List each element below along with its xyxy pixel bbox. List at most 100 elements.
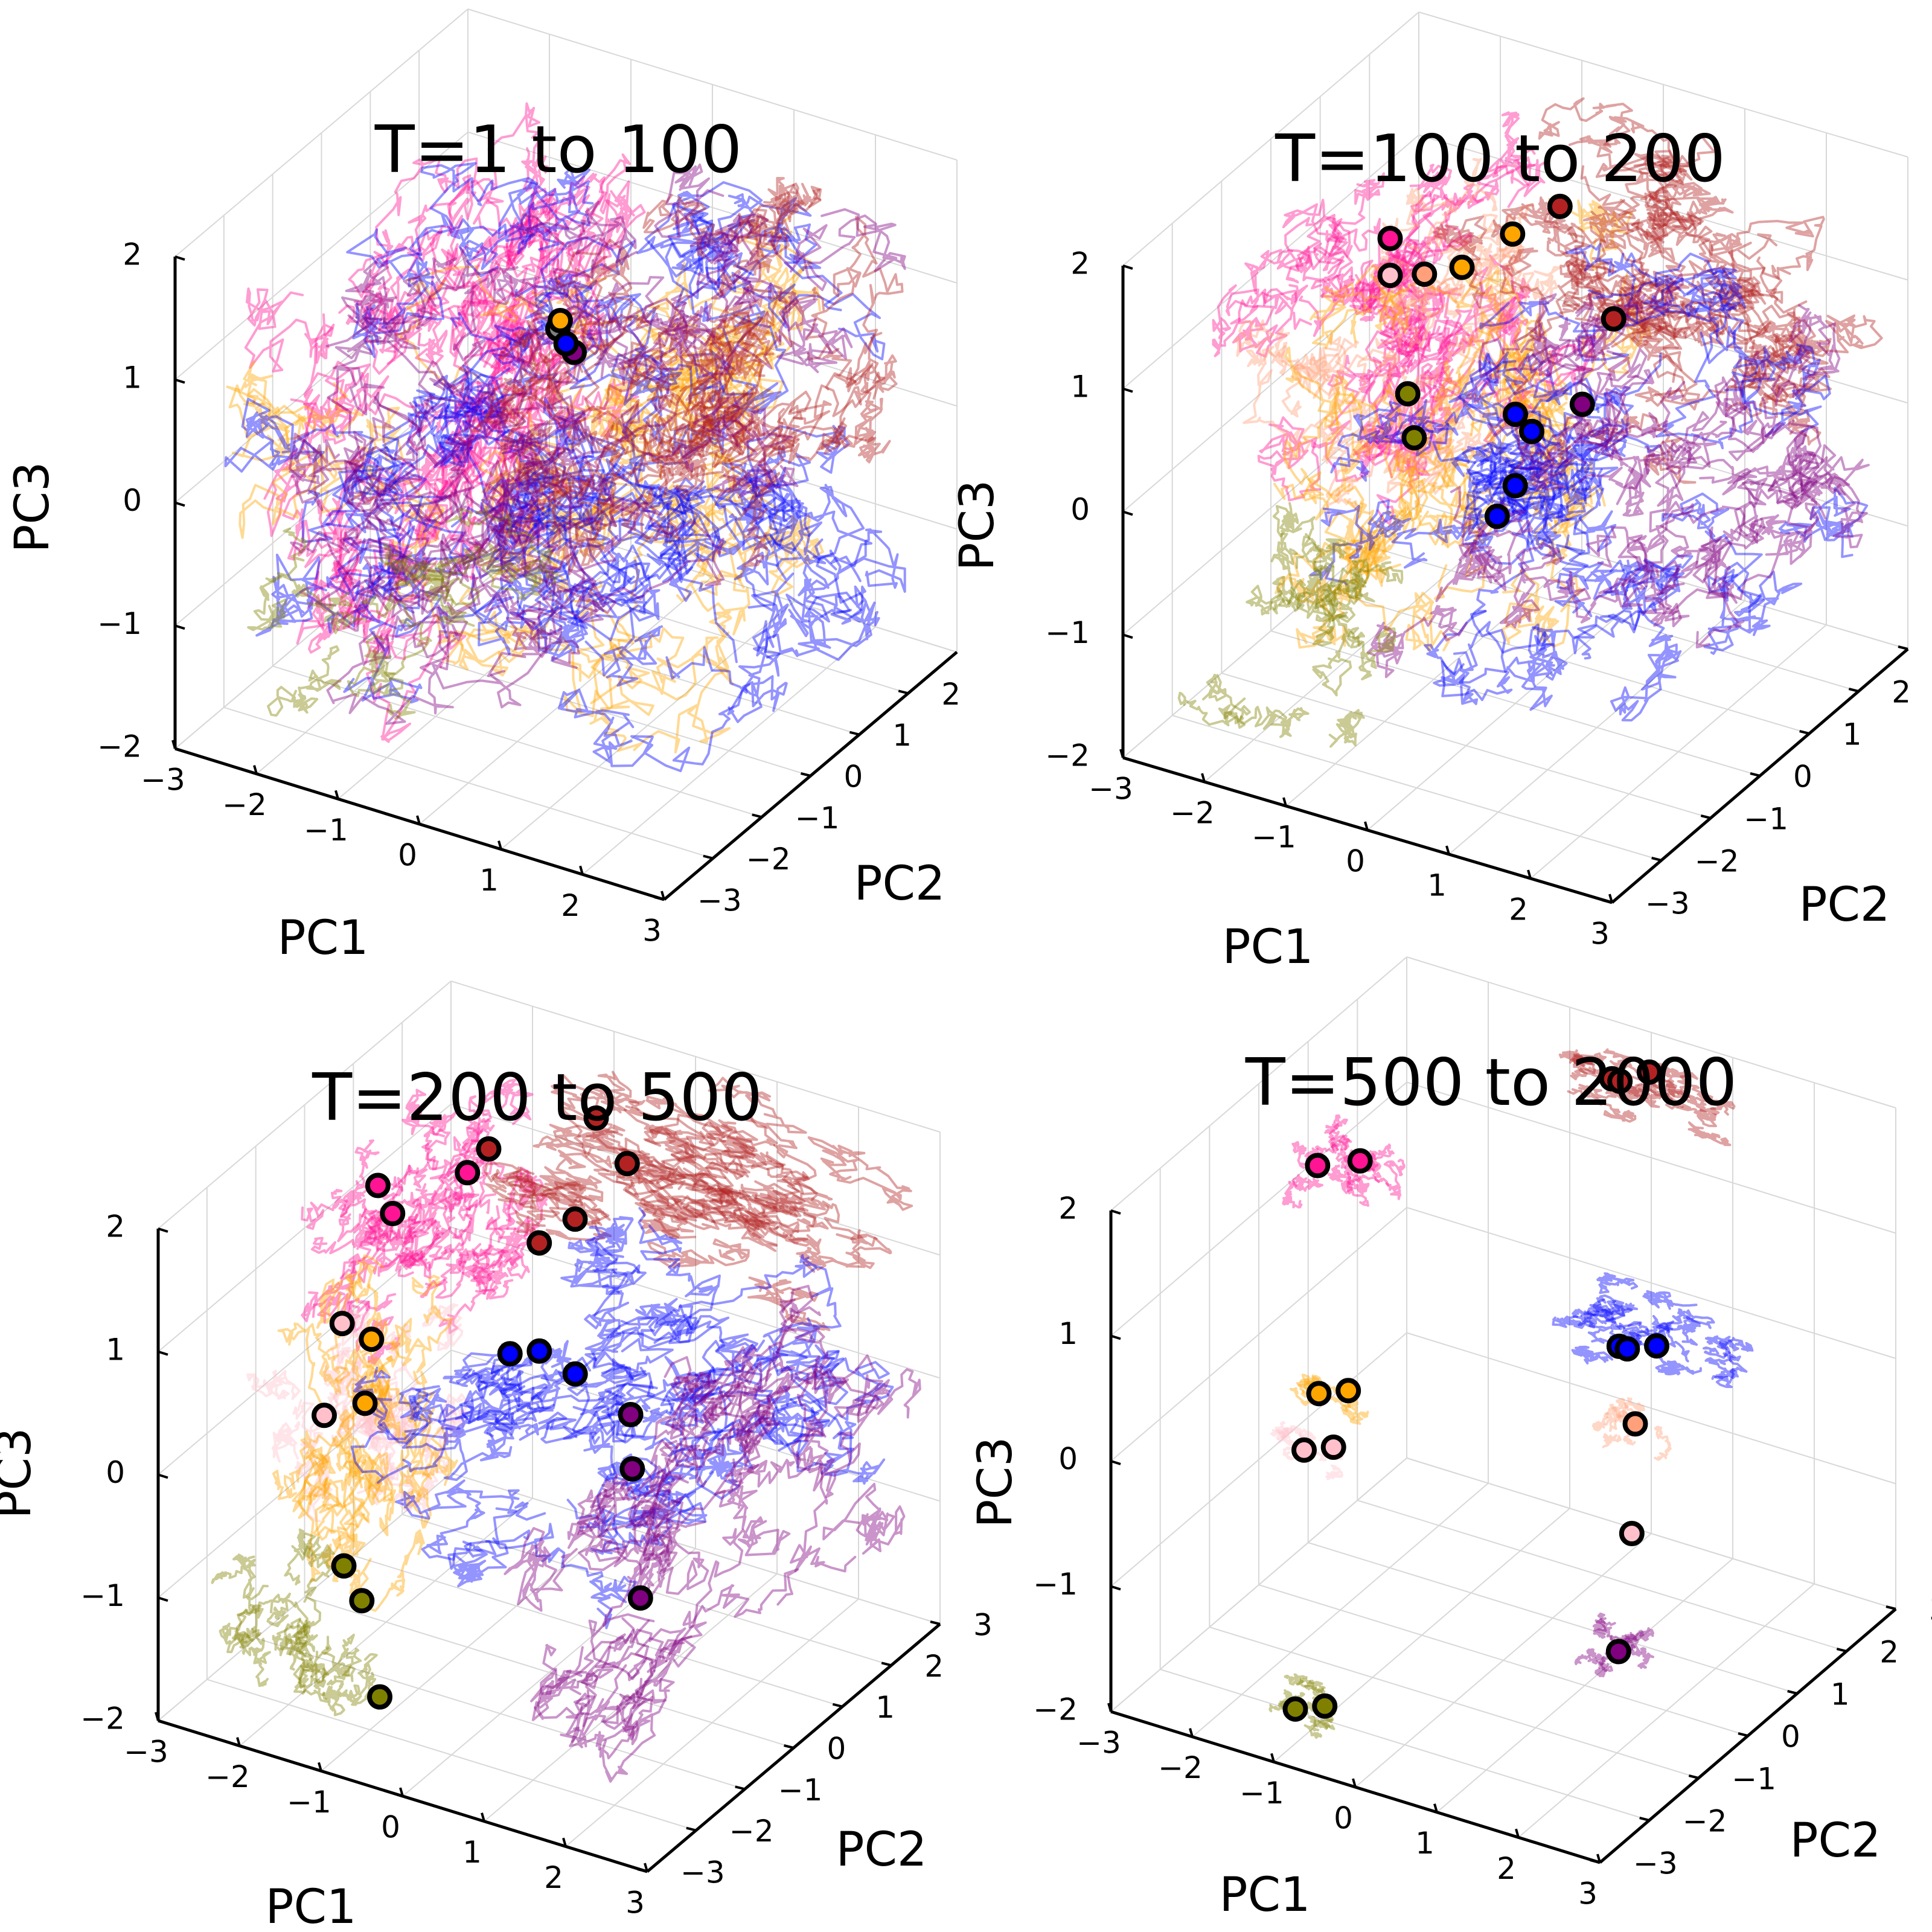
trajectory-line [271, 1421, 301, 1463]
trajectory-line [575, 431, 717, 583]
trajectory-line [1296, 533, 1349, 572]
trajectory-line [426, 1261, 514, 1300]
trajectory-line [517, 447, 640, 543]
trajectory-line [393, 437, 490, 604]
fixed-point-marker [1305, 1153, 1331, 1179]
fixed-points [1377, 193, 1627, 529]
fixed-point-marker [1412, 261, 1438, 287]
x-tick-label: −2 [205, 1759, 250, 1794]
fixed-point-marker [1607, 1068, 1633, 1094]
x-tick-label: −1 [1252, 820, 1296, 855]
x-tick-label: −1 [304, 813, 348, 848]
trajectory-line [1298, 266, 1378, 337]
trajectory-line [647, 1349, 823, 1415]
x-tick-label: 1 [462, 1835, 482, 1870]
trajectory-line [1578, 1084, 1639, 1104]
y-tick-mark [1750, 772, 1761, 777]
trajectories [1268, 1048, 1754, 1739]
trajectory-line [394, 394, 509, 543]
fixed-point-marker [349, 1588, 375, 1614]
trajectory-line [266, 1592, 311, 1648]
trajectory-line [490, 243, 543, 426]
trajectory-line [671, 314, 789, 459]
trajectory-line [708, 1076, 833, 1201]
fixed-point-marker [1312, 1693, 1338, 1719]
trajectory-line [667, 213, 749, 289]
trajectory-line [567, 449, 697, 615]
trajectory-line [374, 1374, 435, 1433]
trajectory-line [1651, 1314, 1701, 1346]
fixed-point-marker [1377, 263, 1403, 289]
z-tick-mark [174, 255, 185, 261]
trajectory-line [263, 388, 361, 582]
trajectory-line [420, 1407, 469, 1455]
trajectory-line [639, 298, 782, 383]
trajectory-line [568, 1216, 634, 1272]
trajectory-line [1637, 1647, 1654, 1669]
gridline-side-z [174, 377, 469, 627]
trajectory-line [358, 1452, 396, 1537]
trajectory-line [739, 1180, 806, 1228]
trajectory-line [322, 461, 447, 602]
trajectory-line [726, 331, 886, 470]
trajectory-line [668, 445, 837, 571]
trajectory-line [1387, 238, 1468, 360]
panel-3: −3−2−10123−3−2−10123−2−1012PC1PC2PC3T=20… [0, 980, 993, 1932]
trajectory-line [600, 328, 682, 463]
trajectory-line [1284, 347, 1401, 479]
x-tick-label: 1 [1415, 1826, 1435, 1861]
trajectory-line [634, 452, 781, 541]
trajectory-line [1273, 392, 1378, 520]
trajectory-line [1643, 1076, 1684, 1110]
gridline-back-z [467, 8, 958, 161]
gridline-back-z [467, 254, 958, 407]
trajectory-line [302, 1544, 335, 1633]
trajectory-line [1295, 172, 1385, 283]
z-tick-mark [158, 1719, 168, 1725]
trajectory-line [738, 182, 822, 238]
z-tick-label: −2 [80, 1701, 125, 1736]
trajectory-line [1677, 1075, 1736, 1116]
x-tick-mark [171, 740, 176, 749]
trajectory-line [1531, 377, 1662, 462]
y-tick-mark [1787, 1690, 1798, 1695]
trajectory-line [1567, 1088, 1637, 1123]
x-tick-mark [579, 865, 584, 875]
trajectory-line [1634, 365, 1832, 411]
trajectory-line [1572, 1052, 1607, 1067]
y-axis-title: PC2 [1790, 1814, 1881, 1868]
trajectory-line [1547, 418, 1630, 502]
trajectory-line [504, 1527, 578, 1612]
fixed-point-marker [1347, 1148, 1373, 1174]
x-axis-title: PC1 [265, 1880, 356, 1932]
trajectory-line [572, 1358, 658, 1444]
trajectory-line [211, 1553, 256, 1599]
trajectory-line [556, 313, 718, 422]
trajectory-line [415, 320, 560, 438]
trajectory-line [1375, 277, 1463, 350]
gridline-floor-y [418, 542, 909, 694]
trajectory-line [1416, 353, 1570, 457]
y-tick-mark [686, 1826, 697, 1832]
trajectory-line [1485, 111, 1550, 197]
trajectory-line [1337, 561, 1404, 603]
trajectory-group [244, 102, 646, 743]
trajectory-line [1572, 1308, 1619, 1345]
x-tick-label: 0 [1334, 1801, 1353, 1836]
trajectory-line [580, 276, 677, 446]
gridline-back-z [1406, 1207, 1896, 1359]
x-tick-label: 3 [1590, 916, 1610, 952]
trajectory-line [1443, 316, 1538, 414]
trajectory-line [224, 397, 374, 483]
trajectory-line [326, 600, 568, 725]
trajectory-line [1602, 1433, 1622, 1448]
fixed-point-marker [1601, 306, 1627, 332]
trajectory-group [211, 1528, 378, 1716]
trajectory-line [429, 1119, 496, 1213]
gridline-side-z [1122, 11, 1419, 266]
trajectory-line [1448, 311, 1579, 551]
trajectory-line [734, 274, 853, 374]
y-tick-mark [735, 1785, 746, 1791]
trajectory-line [1649, 1061, 1698, 1089]
